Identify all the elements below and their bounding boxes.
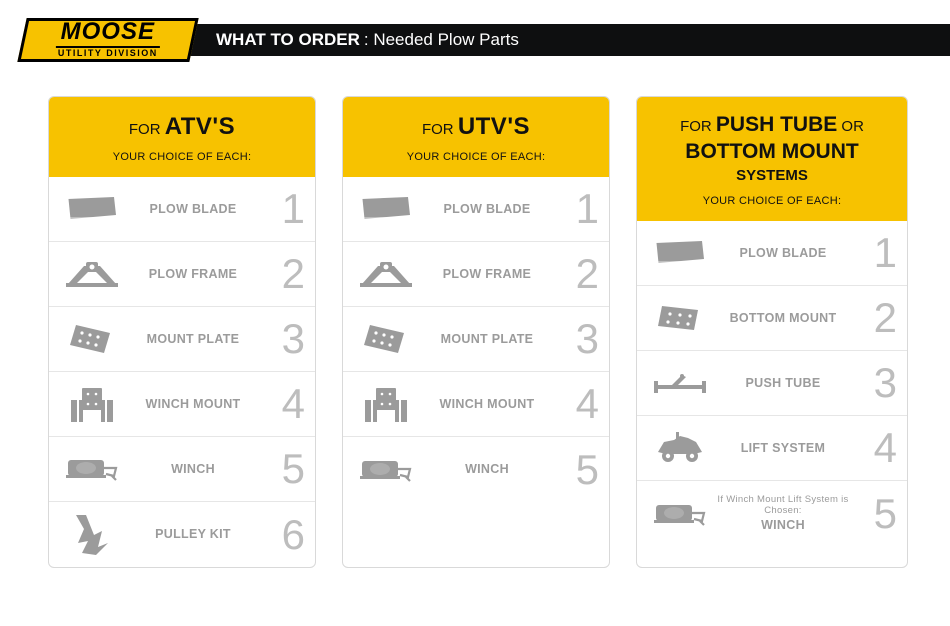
card: FOR UTV'S YOUR CHOICE OF EACH: PLOW BLADE1…: [342, 96, 610, 568]
part-row: PLOW FRAME2: [343, 242, 609, 307]
step-number: 2: [559, 250, 597, 298]
card-title: FOR ATV'S: [59, 113, 305, 141]
part-row: PLOW FRAME2: [49, 242, 315, 307]
step-number: 2: [265, 250, 303, 298]
banner-bold: WHAT TO ORDER: [216, 30, 360, 50]
card: FOR ATV'S YOUR CHOICE OF EACH: PLOW BLADE1…: [48, 96, 316, 568]
part-row: PLOW BLADE1: [49, 177, 315, 242]
step-number: 4: [265, 380, 303, 428]
step-number: 3: [857, 359, 895, 407]
blade-icon: [357, 186, 415, 232]
part-row: WINCH MOUNT4: [49, 372, 315, 437]
part-label: WINCH MOUNT: [121, 397, 265, 412]
winchmount-icon: [63, 381, 121, 427]
part-label: PLOW BLADE: [709, 246, 857, 261]
part-label: PUSH TUBE: [709, 376, 857, 391]
step-number: 1: [559, 185, 597, 233]
part-label: MOUNT PLATE: [121, 332, 265, 347]
part-row: MOUNT PLATE3: [343, 307, 609, 372]
part-label: PULLEY KIT: [121, 527, 265, 542]
part-label: MOUNT PLATE: [415, 332, 559, 347]
part-label: BOTTOM MOUNT: [709, 311, 857, 326]
winchmount-icon: [357, 381, 415, 427]
frame-icon: [357, 251, 415, 297]
card: FOR PUSH TUBE ORBOTTOM MOUNTSYSTEMS YOUR …: [636, 96, 908, 568]
logo-sub-text: UTILITY DIVISION: [56, 46, 160, 61]
part-label: If Winch Mount Lift System is Chosen:WIN…: [709, 494, 857, 534]
card-subtitle: YOUR CHOICE OF EACH:: [647, 195, 897, 207]
part-row: WINCH MOUNT4: [343, 372, 609, 437]
blade-icon: [651, 230, 709, 276]
card-header: FOR UTV'S YOUR CHOICE OF EACH:: [343, 97, 609, 177]
step-number: 5: [857, 490, 895, 538]
frame-icon: [63, 251, 121, 297]
part-label: WINCH: [121, 462, 265, 477]
part-row: PUSH TUBE3: [637, 351, 907, 416]
part-label: WINCH MOUNT: [415, 397, 559, 412]
card-header: FOR PUSH TUBE ORBOTTOM MOUNTSYSTEMS YOUR …: [637, 97, 907, 221]
step-number: 2: [857, 294, 895, 342]
part-row: PULLEY KIT6: [49, 502, 315, 567]
part-row: MOUNT PLATE3: [49, 307, 315, 372]
pushtube-icon: [651, 360, 709, 406]
part-label: PLOW FRAME: [121, 267, 265, 282]
part-row: PLOW BLADE1: [343, 177, 609, 242]
part-row: LIFT SYSTEM4: [637, 416, 907, 481]
step-number: 4: [559, 380, 597, 428]
winch-icon: [63, 446, 121, 492]
step-number: 5: [559, 446, 597, 494]
step-number: 3: [559, 315, 597, 363]
part-label: PLOW BLADE: [415, 202, 559, 217]
card-subtitle: YOUR CHOICE OF EACH:: [59, 151, 305, 163]
part-row: PLOW BLADE1: [637, 221, 907, 286]
winch-icon: [651, 491, 709, 537]
atvveh-icon: [651, 425, 709, 471]
step-number: 1: [857, 229, 895, 277]
step-number: 6: [265, 511, 303, 559]
part-row: WINCH5: [49, 437, 315, 502]
part-label: PLOW BLADE: [121, 202, 265, 217]
pulley-icon: [63, 512, 121, 558]
blade-icon: [63, 186, 121, 232]
card-title: FOR PUSH TUBE ORBOTTOM MOUNTSYSTEMS: [647, 111, 897, 185]
plate-icon: [357, 316, 415, 362]
bottommount-icon: [651, 295, 709, 341]
part-row: BOTTOM MOUNT2: [637, 286, 907, 351]
part-row: If Winch Mount Lift System is Chosen:WIN…: [637, 481, 907, 546]
card-header: FOR ATV'S YOUR CHOICE OF EACH:: [49, 97, 315, 177]
step-number: 5: [265, 445, 303, 493]
plate-icon: [63, 316, 121, 362]
step-number: 3: [265, 315, 303, 363]
moose-logo: MOOSE UTILITY DIVISION: [17, 18, 198, 62]
card-subtitle: YOUR CHOICE OF EACH:: [353, 151, 599, 163]
cards-container: FOR ATV'SYOUR CHOICE OF EACH:PLOW BLADE1…: [0, 62, 950, 568]
part-row: WINCH5: [343, 437, 609, 502]
step-number: 4: [857, 424, 895, 472]
part-label: WINCH: [415, 462, 559, 477]
part-label: LIFT SYSTEM: [709, 441, 857, 456]
step-number: 1: [265, 185, 303, 233]
part-label: PLOW FRAME: [415, 267, 559, 282]
winch-icon: [357, 447, 415, 493]
banner-rest: : Needed Plow Parts: [364, 30, 519, 50]
logo-main-text: MOOSE: [56, 20, 160, 44]
title-banner: WHAT TO ORDER : Needed Plow Parts: [182, 24, 950, 56]
header: MOOSE UTILITY DIVISION WHAT TO ORDER : N…: [0, 18, 950, 62]
card-title: FOR UTV'S: [353, 113, 599, 141]
